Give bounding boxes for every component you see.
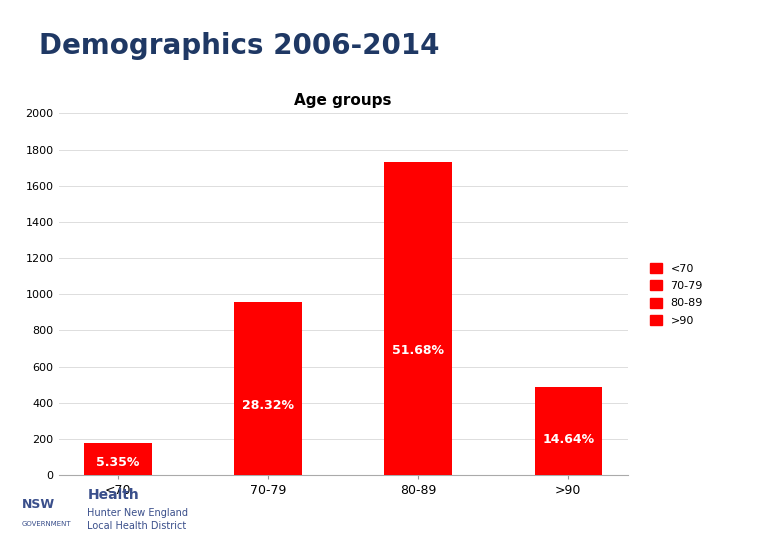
Text: Local Health District: Local Health District <box>87 521 186 531</box>
Bar <box>534 387 602 475</box>
Text: Hunter New England: Hunter New England <box>87 508 188 518</box>
Bar <box>84 443 152 475</box>
Text: 14.64%: 14.64% <box>542 433 594 446</box>
Legend: <70, 70-79, 80-89, >90: <70, 70-79, 80-89, >90 <box>645 257 708 332</box>
Text: 51.68%: 51.68% <box>392 343 445 356</box>
Title: Age groups: Age groups <box>295 93 392 108</box>
Text: Demographics 2006-2014: Demographics 2006-2014 <box>39 32 439 60</box>
Text: Health: Health <box>87 488 139 502</box>
Bar <box>385 162 452 475</box>
Text: GOVERNMENT: GOVERNMENT <box>22 521 72 527</box>
Bar <box>235 301 302 475</box>
Text: 28.32%: 28.32% <box>242 399 294 412</box>
Text: NSW: NSW <box>22 498 55 511</box>
Text: 5.35%: 5.35% <box>97 456 140 469</box>
